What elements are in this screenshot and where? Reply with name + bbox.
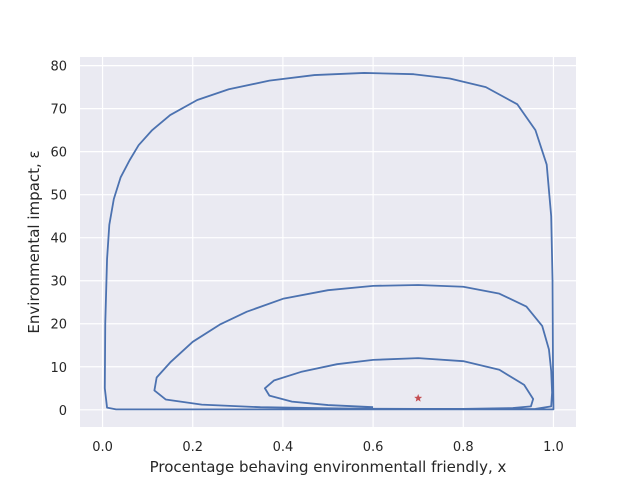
y-tick-labels: 0 10 20 30 40 50 60 70 80 bbox=[50, 60, 67, 419]
y-tick-label: 10 bbox=[50, 361, 67, 376]
x-tick-labels: 0.0 0.2 0.4 0.6 0.8 1.0 bbox=[92, 440, 564, 455]
y-tick-label: 20 bbox=[50, 318, 67, 333]
x-tick-label: 0.2 bbox=[182, 440, 203, 455]
x-tick-label: 0.0 bbox=[92, 440, 113, 455]
y-tick-label: 30 bbox=[50, 275, 67, 290]
x-tick-label: 1.0 bbox=[543, 440, 564, 455]
equilibrium-star-marker bbox=[414, 393, 423, 402]
x-tick-label: 0.6 bbox=[363, 440, 384, 455]
y-tick-label: 50 bbox=[50, 189, 67, 204]
grid bbox=[80, 57, 576, 427]
x-tick-label: 0.8 bbox=[453, 440, 474, 455]
y-tick-label: 80 bbox=[50, 60, 67, 75]
y-axis-label: Environmental impact, ε bbox=[25, 150, 43, 333]
x-axis-label: Procentage behaving environmentall frien… bbox=[150, 458, 507, 476]
x-tick-label: 0.4 bbox=[273, 440, 294, 455]
y-tick-label: 60 bbox=[50, 146, 67, 161]
series-group bbox=[103, 72, 555, 411]
y-tick-label: 0 bbox=[59, 404, 67, 419]
trajectory-line bbox=[103, 72, 555, 411]
y-tick-label: 40 bbox=[50, 232, 67, 247]
y-tick-label: 70 bbox=[50, 103, 67, 118]
